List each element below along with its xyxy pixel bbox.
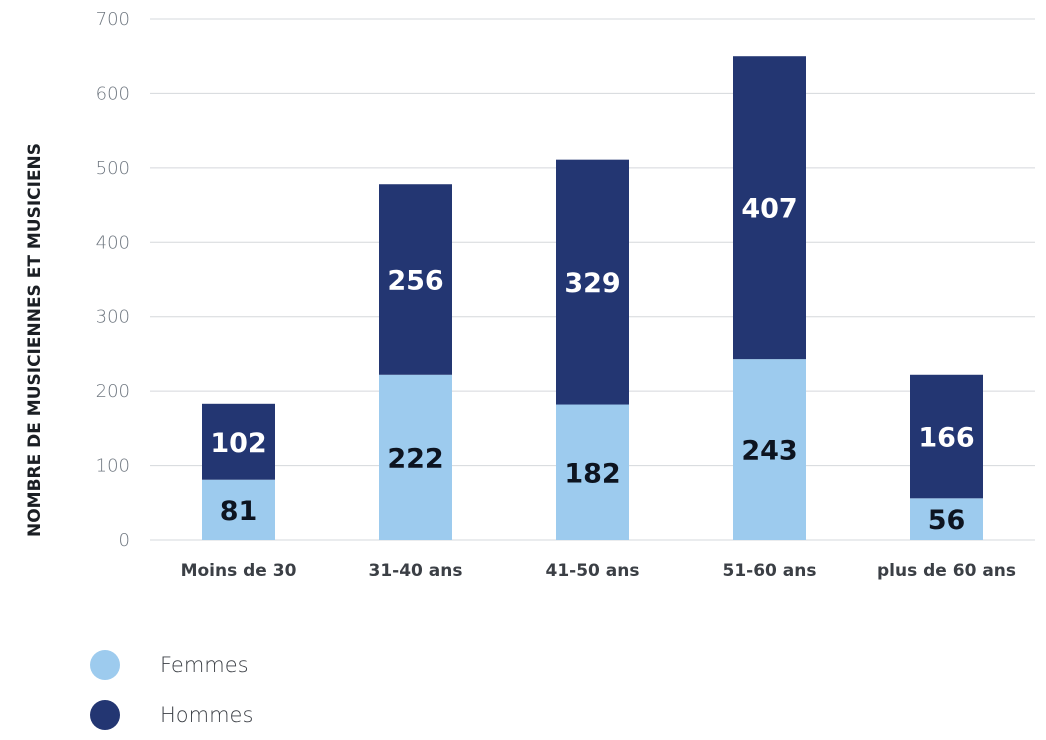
data-label-femmes-2: 182 — [564, 458, 620, 489]
x-tick-3: 51-60 ans — [723, 561, 817, 581]
legend-swatch-femmes — [90, 650, 120, 680]
bar-hommes-2 — [556, 159, 629, 405]
bar-femmes-3 — [733, 359, 806, 540]
y-axis-ticks: 0 100 200 300 400 500 600 700 — [96, 9, 130, 551]
legend-item-hommes: Hommes — [90, 690, 253, 740]
legend-item-femmes: Femmes — [90, 640, 253, 690]
legend-swatch-hommes — [90, 700, 120, 730]
y-tick-700: 700 — [96, 9, 130, 30]
data-label-femmes-0: 81 — [220, 496, 258, 527]
y-axis-label: NOMBRE DE MUSICIENNES ET MUSICIENS — [25, 143, 45, 537]
data-label-hommes-2: 329 — [564, 268, 620, 299]
data-label-femmes-4: 56 — [928, 505, 966, 536]
x-tick-4: plus de 60 ans — [877, 561, 1016, 581]
bar-femmes-4 — [910, 498, 983, 540]
y-tick-200: 200 — [96, 381, 130, 402]
x-tick-1: 31-40 ans — [369, 561, 463, 581]
y-tick-300: 300 — [96, 307, 130, 328]
x-tick-2: 41-50 ans — [546, 561, 640, 581]
bar-femmes-1 — [379, 374, 452, 540]
bar-hommes-1 — [379, 184, 452, 375]
legend: Femmes Hommes — [90, 640, 253, 740]
legend-label-hommes: Hommes — [160, 703, 254, 727]
y-tick-400: 400 — [96, 232, 130, 253]
bar-hommes-0 — [202, 403, 275, 480]
data-label-femmes-3: 243 — [741, 436, 797, 467]
data-labels: 81 102 222 256 182 329 243 407 56 166 — [210, 194, 974, 536]
data-label-hommes-4: 166 — [918, 423, 974, 454]
y-tick-500: 500 — [96, 158, 130, 179]
data-label-hommes-1: 256 — [387, 266, 443, 297]
bar-hommes-4 — [910, 374, 983, 499]
x-axis-categories: Moins de 30 31-40 ans 41-50 ans 51-60 ans pl… — [181, 561, 1016, 581]
y-tick-600: 600 — [96, 83, 130, 104]
y-tick-0: 0 — [119, 530, 130, 551]
bar-hommes-3 — [733, 56, 806, 360]
bar-femmes-0 — [202, 479, 275, 540]
data-label-hommes-3: 407 — [741, 194, 797, 225]
data-label-femmes-1: 222 — [387, 443, 443, 474]
bars — [202, 56, 983, 540]
y-tick-100: 100 — [96, 456, 130, 477]
stacked-bar-chart: 0 100 200 300 400 500 600 700 81 102 222 256 182 329… — [25, 9, 1035, 581]
bar-femmes-2 — [556, 404, 629, 540]
data-label-hommes-0: 102 — [210, 428, 266, 459]
legend-label-femmes: Femmes — [160, 653, 249, 677]
x-tick-0: Moins de 30 — [181, 561, 297, 581]
